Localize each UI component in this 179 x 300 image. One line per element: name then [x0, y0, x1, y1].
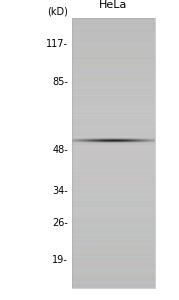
Bar [72, 18, 155, 288]
Text: HeLa: HeLa [99, 0, 128, 10]
Text: 26-: 26- [52, 218, 68, 227]
Text: 117-: 117- [46, 38, 68, 49]
Text: 34-: 34- [52, 186, 68, 196]
Text: 48-: 48- [52, 145, 68, 154]
Text: (kD): (kD) [47, 6, 68, 16]
Text: 85-: 85- [52, 76, 68, 87]
Text: 19-: 19- [52, 255, 68, 265]
